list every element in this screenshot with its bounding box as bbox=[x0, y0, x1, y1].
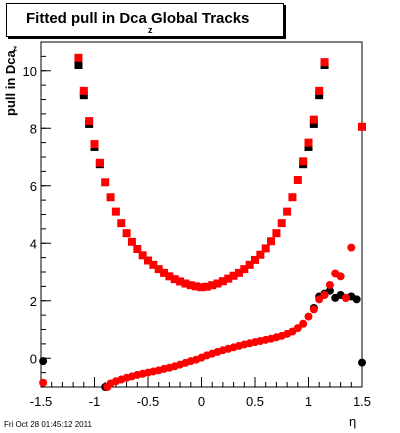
data-point-square bbox=[304, 138, 313, 147]
data-point-square bbox=[74, 53, 83, 62]
data-point-circle bbox=[39, 378, 48, 387]
data-point-circle bbox=[304, 312, 313, 321]
data-point-square bbox=[186, 281, 195, 290]
data-point-square bbox=[111, 207, 120, 216]
data-point-circle bbox=[347, 243, 356, 252]
data-point-square bbox=[267, 237, 276, 246]
data-point-square bbox=[74, 61, 83, 69]
data-point-circle bbox=[325, 286, 334, 295]
data-point-square bbox=[256, 250, 265, 259]
data-point-square bbox=[154, 265, 163, 274]
data-point-square bbox=[240, 265, 249, 274]
data-point-square bbox=[181, 279, 190, 288]
data-point-square bbox=[315, 86, 324, 95]
y-tick-label: 6 bbox=[30, 179, 37, 194]
data-point-square bbox=[309, 119, 318, 128]
data-point-circle bbox=[315, 295, 324, 304]
data-point-square bbox=[299, 157, 308, 166]
data-point-square bbox=[133, 245, 142, 253]
data-point-circle bbox=[39, 357, 48, 366]
data-point-circle bbox=[299, 319, 308, 328]
y-tick-label: 10 bbox=[23, 64, 37, 79]
data-point-square bbox=[79, 86, 88, 95]
data-point-square bbox=[213, 279, 222, 288]
data-point-square bbox=[320, 58, 329, 67]
data-point-square bbox=[106, 193, 115, 202]
data-point-circle bbox=[358, 358, 366, 367]
data-point-square bbox=[138, 251, 147, 260]
data-point-square bbox=[358, 122, 366, 131]
data-point-square bbox=[95, 158, 104, 167]
data-point-square bbox=[277, 219, 286, 228]
data-point-square bbox=[293, 176, 302, 184]
data-point-square bbox=[224, 274, 233, 283]
data-point-square bbox=[309, 115, 318, 124]
data-point-circle bbox=[325, 280, 334, 289]
x-tick-label: -0.5 bbox=[137, 394, 159, 409]
data-point-square bbox=[272, 229, 281, 238]
data-point-circle bbox=[341, 293, 350, 302]
x-tick-label: 1 bbox=[305, 394, 312, 409]
data-point-square bbox=[90, 140, 99, 149]
data-point-square bbox=[170, 275, 179, 284]
data-point-square bbox=[127, 237, 136, 246]
data-point-square bbox=[117, 219, 126, 228]
data-point-square bbox=[144, 256, 152, 265]
y-tick-label: 4 bbox=[30, 236, 37, 251]
chart-title-subscript: z bbox=[148, 25, 153, 35]
data-point-circle bbox=[336, 272, 345, 281]
data-point-square bbox=[101, 178, 110, 187]
data-point-circle bbox=[293, 324, 302, 333]
data-point-square bbox=[229, 271, 238, 280]
y-axis-label-subscript: z bbox=[13, 44, 17, 53]
data-point-square bbox=[79, 91, 88, 100]
chart-title-box: Fitted pull in Dca Global Tracks z bbox=[6, 3, 284, 37]
chart-title: Fitted pull in Dca Global Tracks bbox=[26, 10, 250, 27]
data-point-square bbox=[251, 255, 259, 264]
x-tick-label: 1.5 bbox=[353, 394, 371, 409]
data-point-square bbox=[202, 282, 211, 291]
x-tick-label: -1 bbox=[89, 394, 101, 409]
data-point-square bbox=[283, 207, 292, 216]
data-point-square bbox=[261, 244, 270, 253]
data-point-square bbox=[218, 277, 227, 286]
footer-timestamp: Fri Oct 28 01:45:12 2011 bbox=[4, 420, 92, 429]
x-tick-label: -1.5 bbox=[30, 394, 52, 409]
data-point-circle bbox=[320, 291, 329, 299]
x-axis-label: η bbox=[349, 414, 357, 429]
y-tick-label: 0 bbox=[30, 351, 37, 366]
x-tick-label: 0.5 bbox=[246, 394, 264, 409]
data-point-square bbox=[85, 117, 94, 126]
data-point-square bbox=[176, 277, 185, 286]
y-tick-label: 8 bbox=[30, 121, 37, 136]
y-axis-label: pull in Dca bbox=[3, 50, 18, 116]
plot-frame bbox=[40, 41, 363, 388]
data-point-square bbox=[304, 142, 313, 151]
data-point-square bbox=[149, 260, 158, 269]
data-point-square bbox=[192, 282, 201, 291]
data-point-square bbox=[245, 260, 254, 269]
data-point-square bbox=[197, 283, 206, 292]
x-tick-label: 0 bbox=[198, 394, 205, 409]
data-point-square bbox=[234, 268, 243, 277]
data-point-circle bbox=[309, 305, 318, 314]
data-point-square bbox=[315, 91, 324, 100]
data-point-square bbox=[288, 193, 297, 202]
data-point-square bbox=[160, 268, 169, 277]
data-point-circle bbox=[352, 295, 361, 304]
data-point-square bbox=[122, 229, 131, 238]
data-point-square bbox=[208, 281, 217, 290]
y-tick-label: 2 bbox=[30, 294, 37, 309]
data-point-square bbox=[165, 272, 174, 281]
